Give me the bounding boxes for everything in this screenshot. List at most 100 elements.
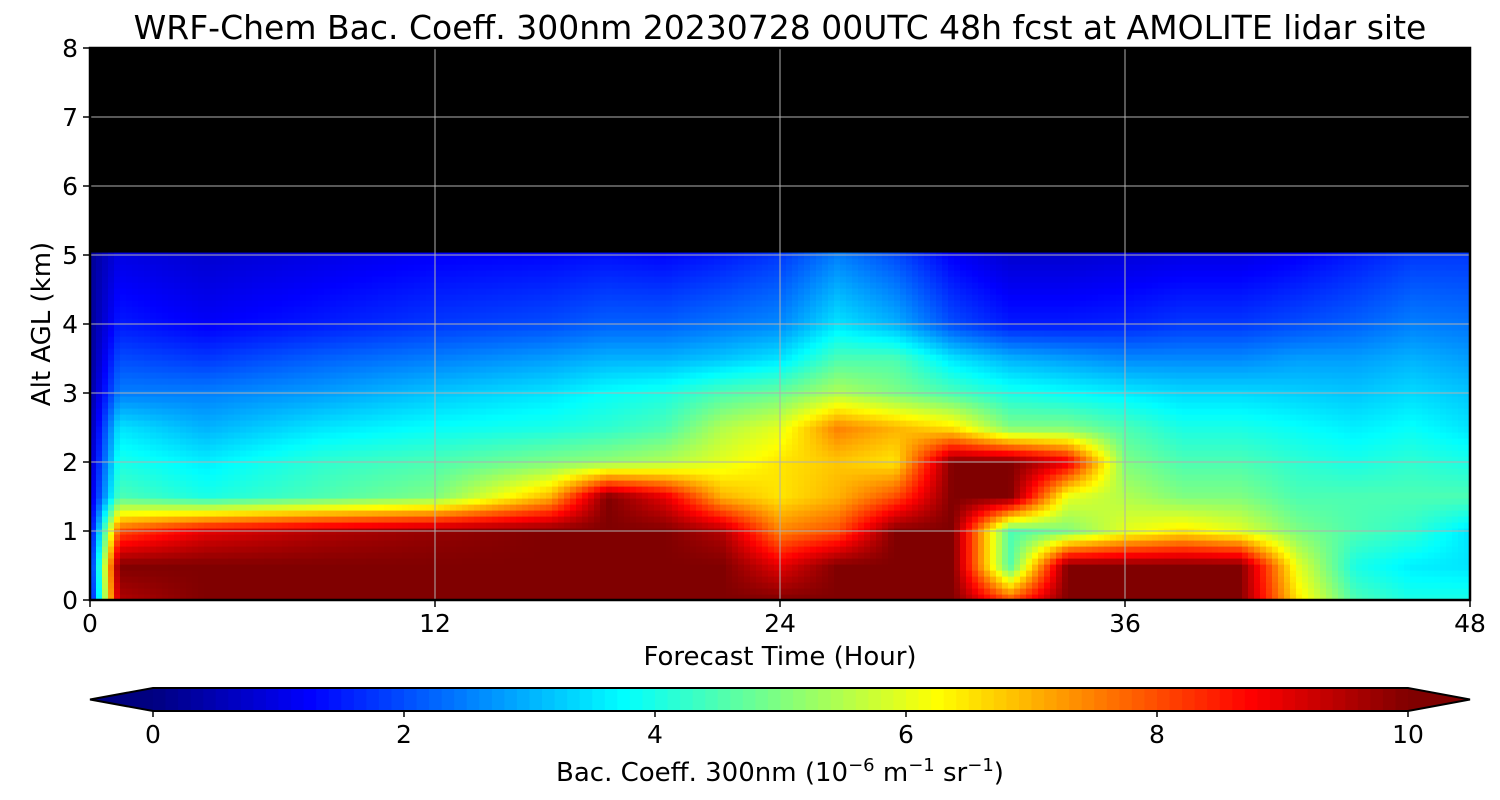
field-cell — [120, 78, 127, 85]
field-cell — [402, 222, 409, 229]
field-cell — [168, 420, 175, 427]
field-cell — [96, 192, 103, 199]
field-cell — [132, 396, 139, 403]
field-cell — [294, 570, 301, 577]
field-cell — [396, 570, 403, 577]
field-cell — [234, 426, 241, 433]
field-cell — [108, 138, 115, 145]
field-cell — [168, 546, 175, 553]
field-cell — [330, 96, 337, 103]
field-cell — [294, 558, 301, 565]
field-cell — [396, 246, 403, 253]
field-cell — [126, 54, 133, 61]
field-cell — [108, 132, 115, 139]
field-cell — [378, 156, 385, 163]
field-cell — [402, 522, 409, 529]
field-cell — [192, 432, 199, 439]
field-cell — [294, 522, 301, 529]
field-cell — [318, 456, 325, 463]
field-cell — [180, 402, 187, 409]
field-cell — [180, 240, 187, 247]
field-cell — [186, 420, 193, 427]
field-cell — [294, 552, 301, 559]
field-cell — [174, 222, 181, 229]
field-cell — [324, 384, 331, 391]
field-cell — [276, 564, 283, 571]
field-cell — [390, 72, 397, 79]
field-cell — [264, 366, 271, 373]
field-cell — [114, 126, 121, 133]
field-cell — [120, 282, 127, 289]
field-cell — [240, 438, 247, 445]
field-cell — [330, 414, 337, 421]
field-cell — [102, 246, 109, 253]
field-cell — [306, 522, 313, 529]
field-cell — [186, 432, 193, 439]
field-cell — [114, 324, 121, 331]
field-cell — [204, 570, 211, 577]
field-cell — [156, 552, 163, 559]
field-cell — [222, 456, 229, 463]
field-cell — [216, 90, 223, 97]
field-cell — [120, 222, 127, 229]
field-cell — [336, 318, 343, 325]
field-cell — [132, 210, 139, 217]
field-cell — [234, 276, 241, 283]
field-cell — [396, 480, 403, 487]
field-cell — [360, 456, 367, 463]
field-cell — [324, 48, 331, 55]
field-cell — [336, 588, 343, 595]
field-cell — [192, 582, 199, 589]
field-cell — [306, 402, 313, 409]
field-cell — [372, 174, 379, 181]
field-cell — [114, 180, 121, 187]
field-cell — [90, 522, 97, 529]
field-cell — [132, 486, 139, 493]
field-cell — [144, 594, 151, 600]
field-cell — [300, 138, 307, 145]
field-cell — [318, 270, 325, 277]
field-cell — [318, 432, 325, 439]
field-cell — [408, 540, 415, 547]
field-cell — [342, 534, 349, 541]
field-cell — [174, 96, 181, 103]
field-cell — [360, 120, 367, 127]
field-cell — [96, 552, 103, 559]
field-cell — [336, 354, 343, 361]
field-cell — [90, 288, 97, 295]
field-cell — [132, 378, 139, 385]
field-cell — [378, 360, 385, 367]
field-cell — [228, 396, 235, 403]
field-cell — [132, 348, 139, 355]
field-cell — [114, 408, 121, 415]
field-cell — [408, 444, 415, 451]
field-cell — [150, 72, 157, 79]
field-cell — [318, 492, 325, 499]
field-cell — [252, 498, 259, 505]
field-cell — [354, 372, 361, 379]
field-cell — [138, 450, 145, 457]
field-cell — [102, 480, 109, 487]
field-cell — [162, 294, 169, 301]
field-cell — [408, 522, 415, 529]
field-cell — [162, 126, 169, 133]
field-cell — [402, 144, 409, 151]
field-cell — [270, 228, 277, 235]
field-cell — [222, 450, 229, 457]
field-cell — [204, 336, 211, 343]
field-cell — [132, 162, 139, 169]
field-cell — [402, 300, 409, 307]
field-cell — [246, 288, 253, 295]
field-cell — [408, 126, 415, 133]
field-cell — [264, 150, 271, 157]
field-cell — [354, 270, 361, 277]
field-cell — [240, 492, 247, 499]
field-cell — [318, 444, 325, 451]
field-cell — [318, 228, 325, 235]
field-cell — [258, 246, 265, 253]
field-cell — [390, 534, 397, 541]
field-cell — [378, 66, 385, 73]
field-cell — [348, 360, 355, 367]
field-cell — [414, 570, 421, 577]
field-cell — [222, 306, 229, 313]
